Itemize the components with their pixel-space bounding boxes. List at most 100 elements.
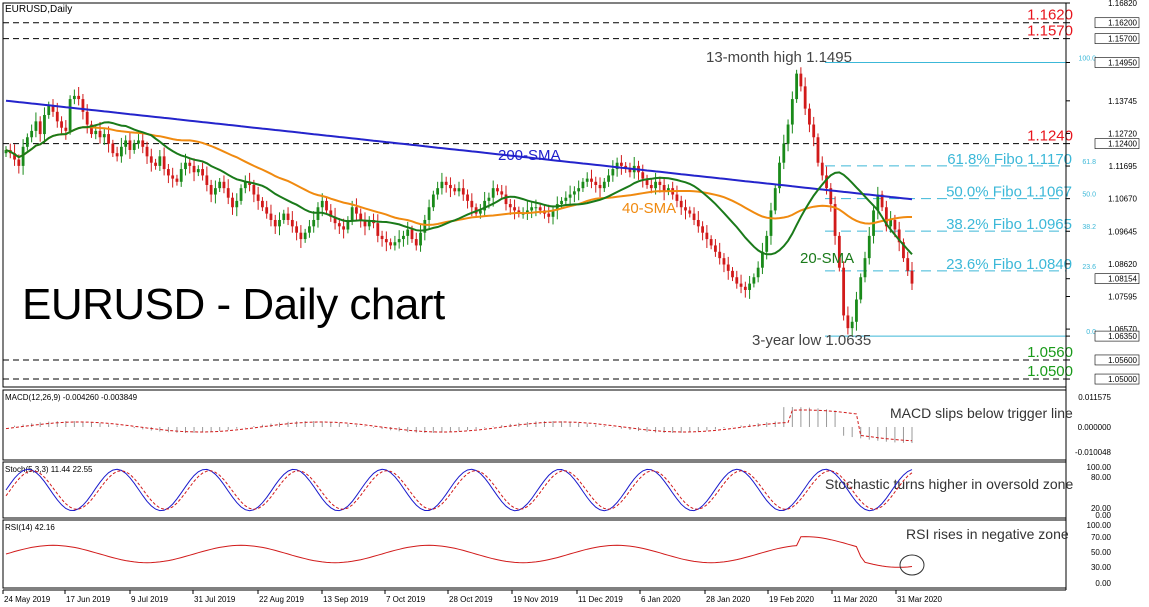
candle-body <box>679 200 683 208</box>
candle-body <box>551 210 555 217</box>
fibo-ratio-label: 50.0 <box>1082 192 1096 199</box>
candle-body <box>645 178 649 185</box>
candle-body <box>795 73 799 100</box>
candle-body <box>863 258 867 278</box>
candle-body <box>714 245 717 252</box>
candle-body <box>55 111 59 122</box>
candle-body <box>547 213 551 217</box>
indicator-frame <box>2 389 1067 461</box>
candle-body <box>278 219 281 227</box>
date-tick-label: 31 Mar 2020 <box>897 595 942 604</box>
indicator-tick-label: 0.011575 <box>1078 393 1111 402</box>
candle-body <box>184 162 187 170</box>
candle-body <box>876 194 880 211</box>
price-tag <box>1094 33 1140 44</box>
candle-body <box>423 219 427 233</box>
candle-body <box>47 105 51 115</box>
candle-body <box>820 162 824 176</box>
candle-body <box>295 226 299 233</box>
candle-body <box>619 162 623 166</box>
candle-body <box>60 121 63 128</box>
candle-body <box>889 219 893 227</box>
candle-body <box>487 197 491 201</box>
candle-body <box>299 232 303 240</box>
candle-body <box>226 188 230 198</box>
candle-body <box>72 95 76 100</box>
price-tick-label: 1.16200 <box>1108 19 1137 28</box>
candle-body <box>773 188 777 211</box>
candle-body <box>778 162 781 189</box>
candle-body <box>478 210 482 214</box>
candle-body <box>261 200 264 208</box>
fibonacci-levels: 100.0 0.0 61.8% Fibo 1.1170 61.8 50.0% Fibo … <box>825 55 1096 337</box>
price-tick-label: 1.08154 <box>1108 275 1137 284</box>
candle-body <box>572 191 576 195</box>
candle-body <box>171 175 175 179</box>
price-tick-label: 1.05600 <box>1108 356 1137 365</box>
price-tick-label: 1.11695 <box>1109 162 1138 171</box>
fibo-ratio-label: 100.0 <box>1078 55 1096 62</box>
candle-body <box>897 229 901 243</box>
candle-body <box>812 124 816 138</box>
candle-body <box>312 219 316 227</box>
level-label: 1.0560 <box>1027 344 1073 361</box>
level-label: 1.1620 <box>1027 7 1073 24</box>
candle-body <box>743 286 747 290</box>
candle-body <box>128 140 132 150</box>
candle-body <box>21 146 25 166</box>
price-tick-label: 1.15700 <box>1108 35 1137 44</box>
candle-body <box>355 207 358 214</box>
candle-body <box>611 169 615 176</box>
fibo-label: 38.2% Fibo 1.0965 <box>946 216 1072 233</box>
indicator-tick-label: 0.000000 <box>1078 423 1112 432</box>
candle-body <box>179 169 183 182</box>
candle-body <box>81 99 85 112</box>
stoch-k-line <box>5 468 913 512</box>
candle-body <box>389 242 393 246</box>
candle-body <box>491 188 495 198</box>
candle-body <box>256 194 260 201</box>
indicator-label: MACD(12,26,9) -0.004260 -0.003849 <box>5 393 138 402</box>
symbol-label: EURUSD,Daily <box>5 4 72 15</box>
candle-body <box>765 235 769 252</box>
candle-body <box>440 181 444 189</box>
sma40-line <box>5 126 912 226</box>
price-candles <box>4 67 914 336</box>
candle-body <box>607 175 610 182</box>
candle-body <box>735 277 739 284</box>
indicator-annotation: Stochastic turns higher in oversold zone <box>825 476 1073 492</box>
chart-annotation: 200-SMA <box>498 147 561 164</box>
candle-body <box>25 137 29 147</box>
candle-body <box>222 181 226 189</box>
candle-body <box>94 130 98 135</box>
candle-body <box>786 124 790 144</box>
candle-body <box>628 169 632 173</box>
indicator-panels: MACD(12,26,9) -0.004260 -0.003849 0.01157… <box>2 389 1112 589</box>
candle-body <box>218 181 222 189</box>
candle-body <box>577 188 581 192</box>
date-tick-label: 31 Jul 2019 <box>194 595 236 604</box>
price-tick-label: 1.06570 <box>1108 325 1137 334</box>
indicator-tick-label: 50.00 <box>1091 548 1112 557</box>
candle-body <box>461 188 465 195</box>
price-tag <box>1094 17 1140 29</box>
rsi-circle-marker <box>899 554 925 576</box>
candle-body <box>756 267 760 278</box>
candle-body <box>145 146 149 157</box>
candle-body <box>453 188 457 192</box>
fibo-label: 61.8% Fibo 1.1170 <box>947 151 1072 168</box>
candle-body <box>320 200 324 208</box>
candle-body <box>752 277 756 284</box>
candle-body <box>688 210 692 214</box>
indicator-label: RSI(14) 42.16 <box>5 523 55 532</box>
indicator-tick-label: 100.00 <box>1087 463 1112 472</box>
chart-annotations: 13-month high 1.1495 3-year low 1.0635 200… <box>498 49 871 349</box>
candle-body <box>85 111 89 125</box>
date-tick-label: 13 Sep 2019 <box>323 595 369 604</box>
candle-body <box>51 105 55 112</box>
candle-body <box>658 181 662 185</box>
candle-body <box>367 219 371 227</box>
price-tag <box>1094 57 1140 68</box>
